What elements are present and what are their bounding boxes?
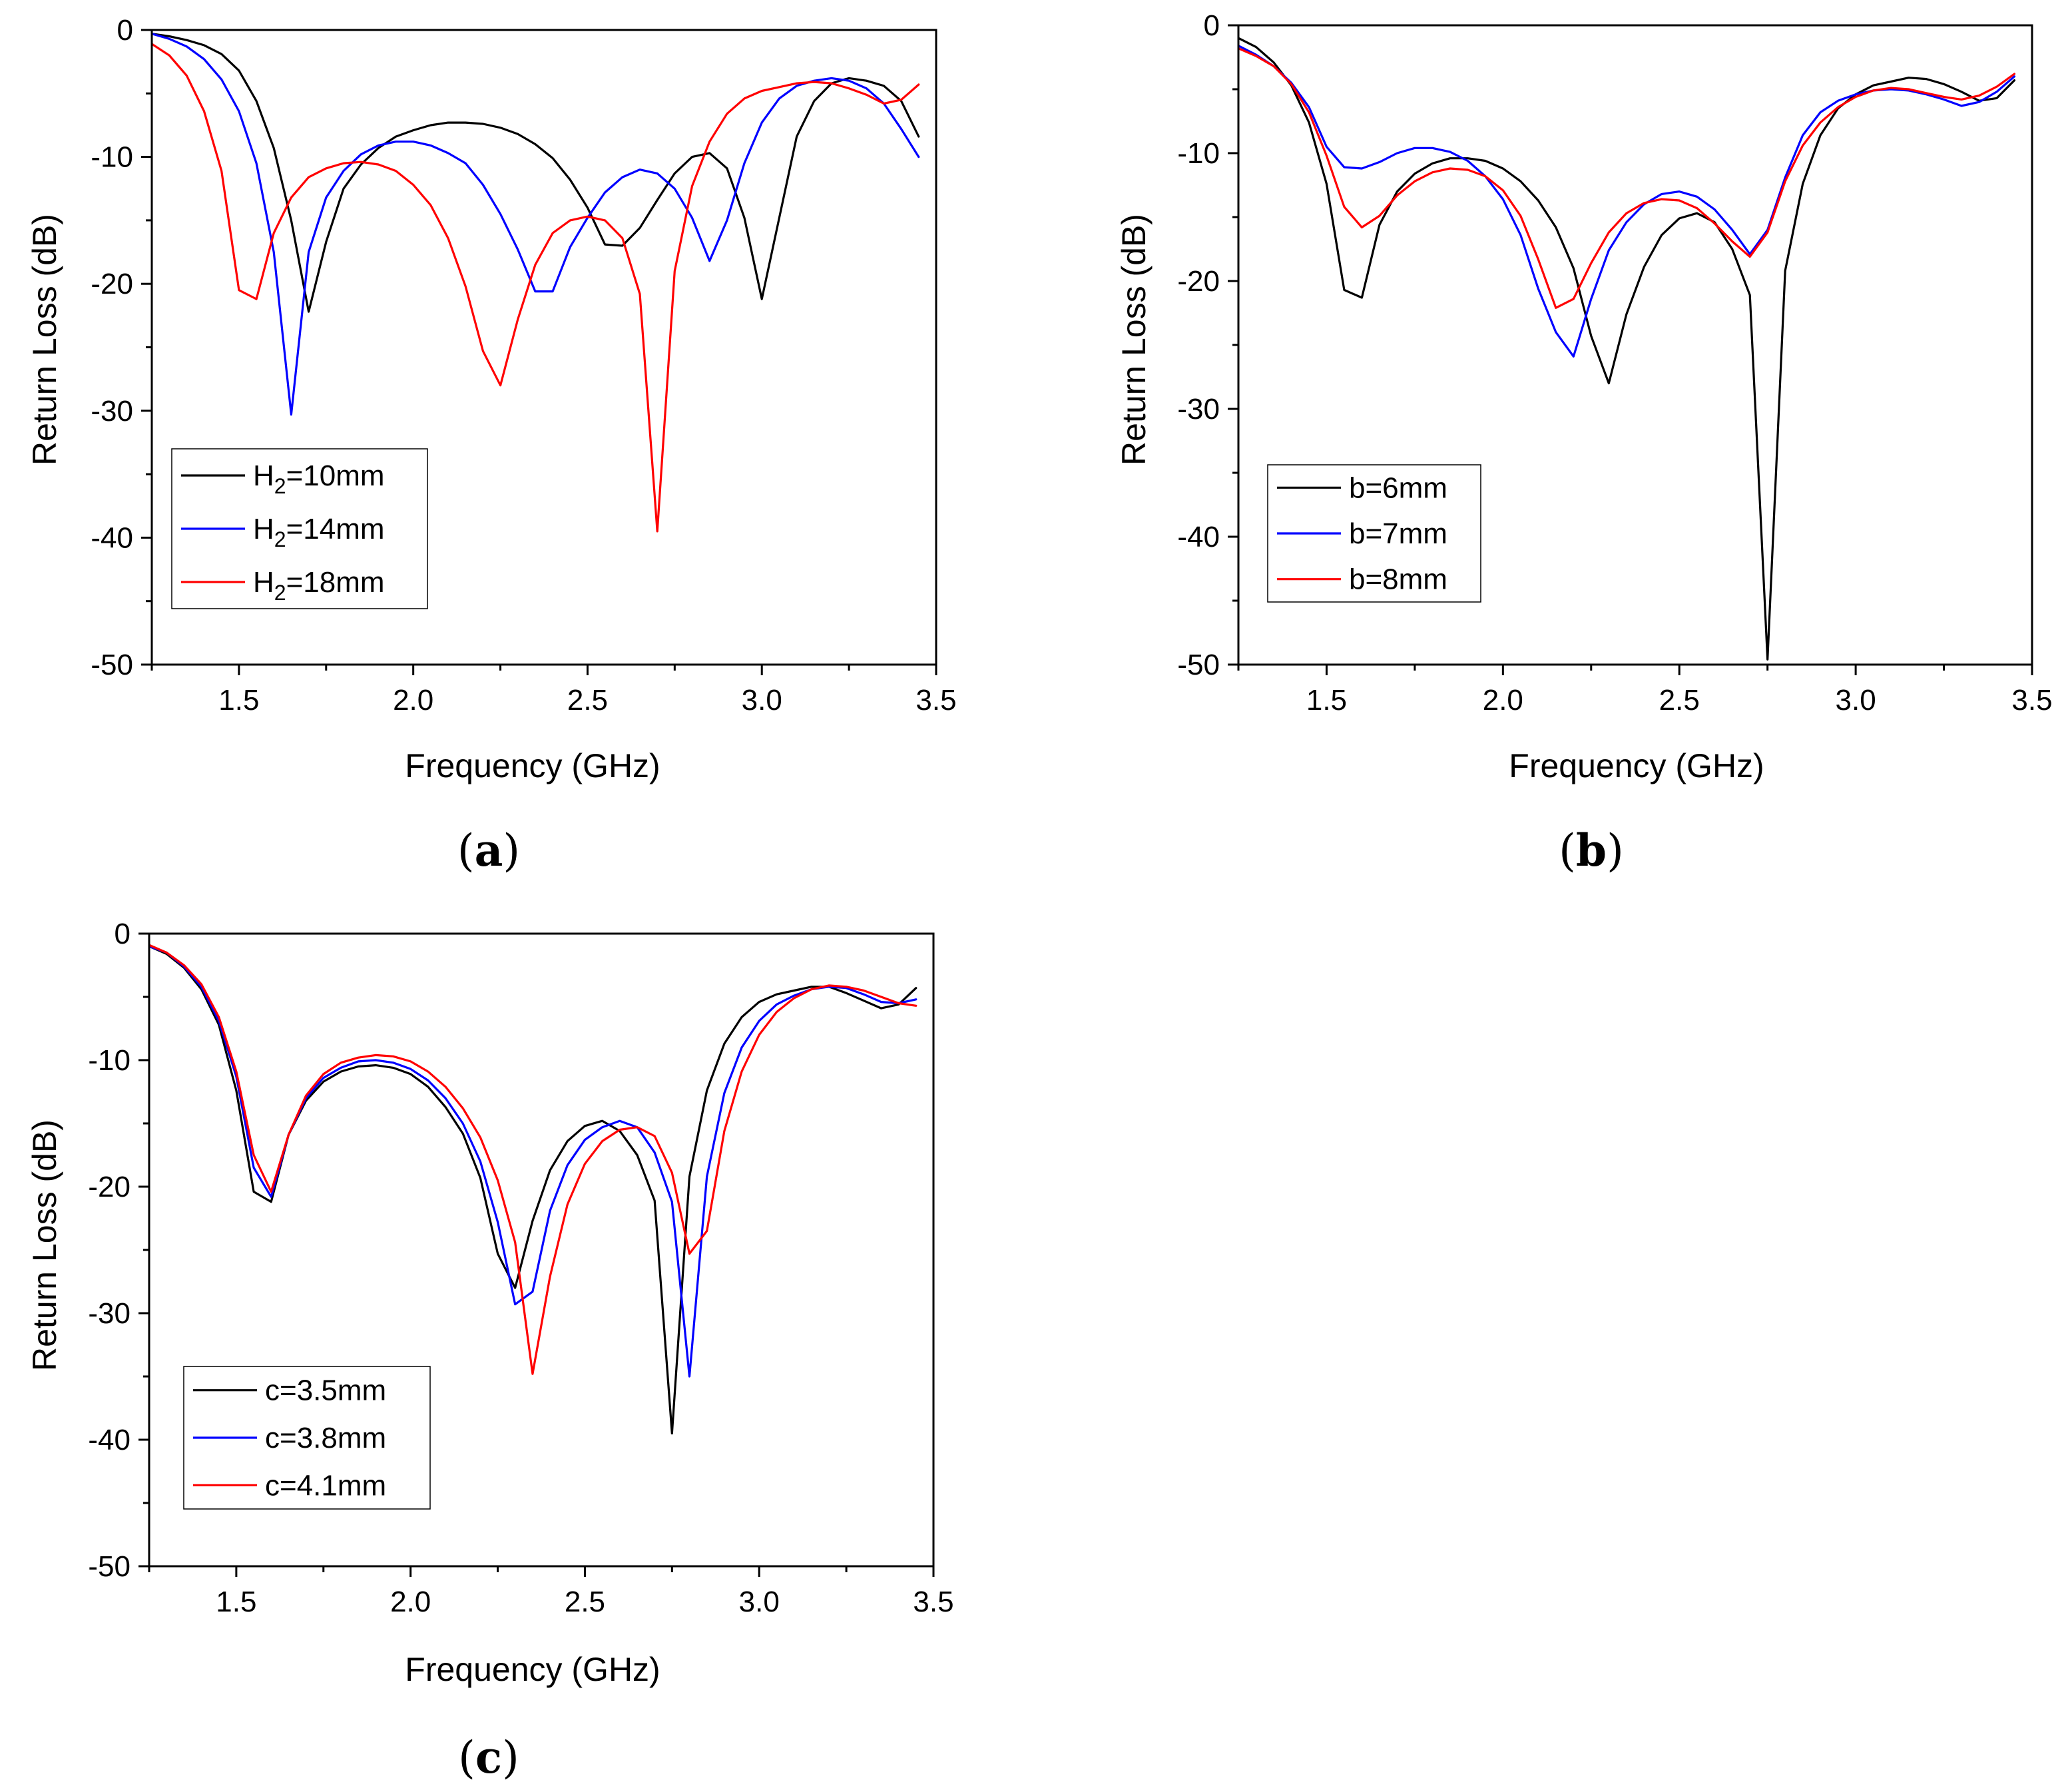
- x-tick-label: 2.5: [565, 1586, 605, 1618]
- y-axis-title: Return Loss (dB): [26, 1119, 63, 1371]
- panel-label-c: (c): [458, 1731, 519, 1783]
- x-tick-label: 2.0: [393, 684, 433, 717]
- y-tick-label: -30: [88, 1297, 130, 1330]
- legend: H2=10mm H2=14mm H2=18mm: [171, 448, 428, 609]
- panel-label-b: (b): [1559, 824, 1624, 876]
- y-tick-label: -20: [88, 1171, 130, 1203]
- y-axis-title: Return Loss (dB): [1115, 214, 1153, 465]
- x-tick-label: 3.5: [2011, 684, 2052, 717]
- y-tick-label: -30: [1177, 393, 1220, 426]
- x-tick-label: 2.0: [390, 1586, 431, 1618]
- y-tick-label: 0: [115, 918, 130, 950]
- legend: c=3.5mm c=3.8mm c=4.1mm: [183, 1366, 431, 1510]
- chart-panel-b: Frequency (GHz) Return Loss (dB) (b) b=6…: [1115, 9, 2053, 876]
- y-tick-label: -10: [1177, 137, 1220, 170]
- legend-label-2: b=7mm: [1349, 517, 1447, 550]
- series-line-3: H2=18mm: [152, 43, 920, 533]
- x-tick-label: 3.5: [915, 684, 956, 717]
- legend-label-3: b=8mm: [1349, 563, 1447, 596]
- series-line-3: c=4.1mm: [149, 944, 917, 1375]
- y-tick-label: -20: [91, 268, 133, 300]
- legend-label-1: H2=10mm: [253, 459, 385, 498]
- y-tick-label: 0: [117, 14, 133, 47]
- y-tick-label: -10: [91, 141, 133, 174]
- y-tick-label: -20: [1177, 265, 1220, 298]
- series-line-2: H2=14mm: [152, 33, 920, 416]
- legend-label-3: H2=18mm: [253, 566, 385, 605]
- series-line-1: b=6mm: [1238, 37, 2016, 661]
- legend-label-2: H2=14mm: [253, 513, 385, 551]
- y-tick-label: -50: [1177, 649, 1220, 681]
- x-tick-label: 1.5: [216, 1586, 256, 1618]
- series-line-1: H2=10mm: [152, 33, 920, 313]
- legend: b=6mm b=7mm b=8mm: [1267, 464, 1481, 603]
- x-tick-label: 3.0: [742, 684, 782, 717]
- panel-label-a: (a): [457, 824, 520, 876]
- x-tick-label: 1.5: [1306, 684, 1347, 717]
- x-tick-label: 2.5: [1659, 684, 1700, 717]
- x-axis-title: Frequency (GHz): [1509, 747, 1764, 784]
- series-line-3: b=8mm: [1238, 47, 2016, 309]
- legend-label-1: b=6mm: [1349, 471, 1447, 504]
- chart-panel-a: Frequency (GHz) Return Loss (dB) (a) H2=…: [26, 14, 957, 876]
- series-lines: b=6mm b=7mm b=8mm: [1238, 37, 2016, 661]
- x-axis-title: Frequency (GHz): [405, 1651, 660, 1688]
- legend-label-3: c=4.1mm: [265, 1469, 386, 1502]
- y-tick-label: -40: [88, 1424, 130, 1456]
- legend-label-1: c=3.5mm: [265, 1374, 386, 1407]
- y-tick-label: -50: [88, 1550, 130, 1583]
- y-tick-label: -10: [88, 1044, 130, 1077]
- y-tick-label: -50: [91, 649, 133, 681]
- x-tick-label: 3.0: [1836, 684, 1876, 717]
- x-tick-label: 3.0: [739, 1586, 780, 1618]
- y-tick-label: -40: [91, 521, 133, 554]
- x-tick-label: 2.5: [567, 684, 608, 717]
- y-tick-label: -30: [91, 395, 133, 428]
- legend-label-2: c=3.8mm: [265, 1422, 386, 1454]
- y-tick-label: -40: [1177, 521, 1220, 553]
- x-tick-label: 2.0: [1483, 684, 1523, 717]
- chart-panel-c: Frequency (GHz) Return Loss (dB) (c) c=3…: [26, 918, 954, 1783]
- x-tick-label: 1.5: [218, 684, 259, 717]
- x-axis-title: Frequency (GHz): [405, 747, 660, 784]
- x-tick-label: 3.5: [913, 1586, 953, 1618]
- y-tick-label: 0: [1204, 9, 1220, 42]
- y-axis-title: Return Loss (dB): [26, 214, 63, 465]
